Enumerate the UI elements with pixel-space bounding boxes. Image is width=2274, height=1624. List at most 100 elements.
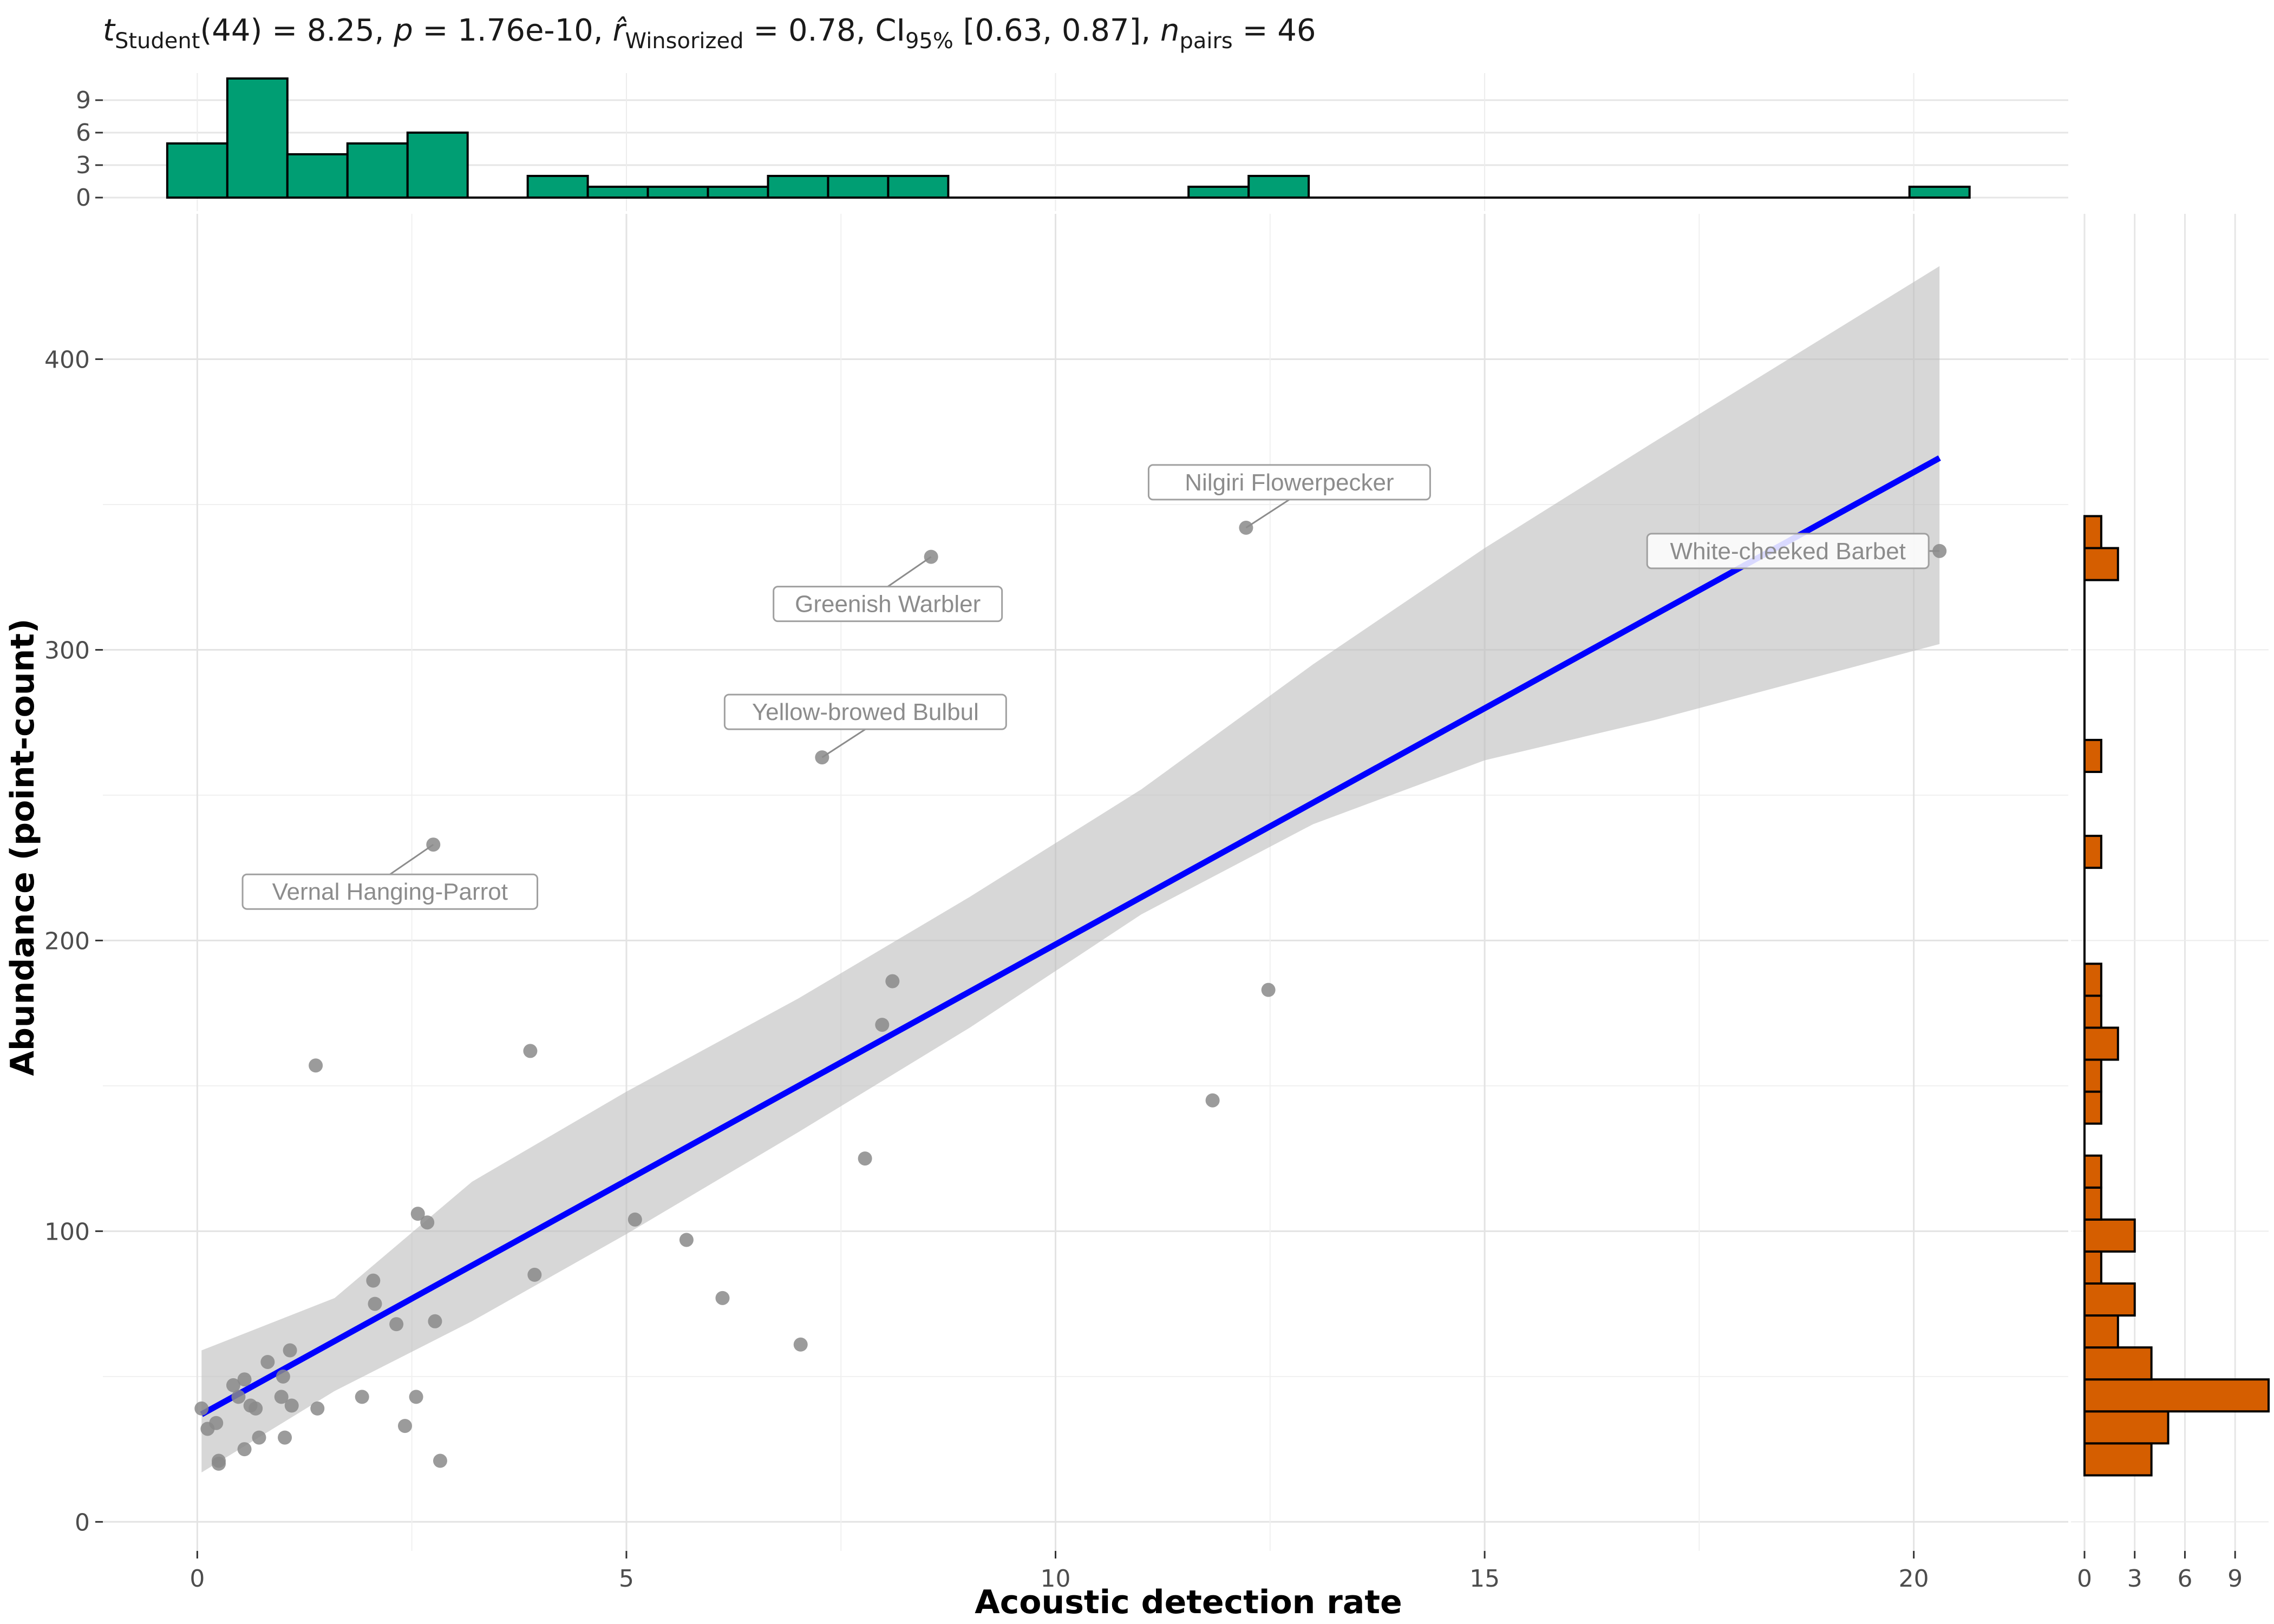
top-hist-bar — [646, 186, 709, 199]
ci-band-group — [201, 266, 1940, 1473]
y-axis-title: Abundance (point-count) — [4, 619, 42, 1076]
right-hist-bar — [2083, 1218, 2136, 1253]
data-point — [397, 1419, 412, 1433]
top-hist-bar — [767, 175, 829, 199]
y-tick-label: 400 — [44, 346, 90, 374]
data-point — [276, 1369, 290, 1384]
data-point — [1205, 1093, 1220, 1108]
data-point — [249, 1401, 263, 1416]
subtitle-n-sub: pairs — [1179, 29, 1232, 54]
data-point — [679, 1233, 694, 1247]
x-tick-label: 15 — [1469, 1565, 1500, 1593]
y-tick-label: 300 — [44, 637, 90, 664]
right-hist-bar — [2083, 1378, 2270, 1413]
top-hist-bar — [1187, 186, 1250, 199]
right-hist-bar — [2083, 994, 2102, 1029]
right-hist-bar — [2083, 835, 2102, 869]
right-hist-bar — [2083, 1250, 2102, 1285]
data-point — [527, 1267, 542, 1282]
top-hist-bar — [286, 153, 349, 199]
right-histogram-axis: 0 3 6 9 — [2077, 1551, 2243, 1593]
data-point — [368, 1296, 382, 1311]
label-box — [241, 873, 539, 910]
label-box — [1147, 464, 1431, 501]
point-label: Nilgiri Flowerpecker — [1185, 469, 1394, 496]
data-point — [875, 1018, 890, 1032]
top-hist-bar — [586, 186, 649, 199]
label-connector — [1245, 499, 1290, 529]
right-hist-bar — [2083, 1282, 2136, 1317]
data-point — [194, 1401, 209, 1416]
data-point — [885, 974, 900, 988]
top-hist-bar — [226, 77, 289, 199]
subtitle-t-sub: Student — [115, 29, 200, 54]
right-hist-bar — [2083, 1154, 2102, 1189]
subtitle-n-symbol: n — [1160, 13, 1180, 48]
right-hist-bar — [2083, 1314, 2119, 1349]
right-hist-bar — [2083, 1026, 2119, 1061]
chart-subtitle: tStudent(44) = 8.25, p = 1.76e-10, r̂Win… — [103, 13, 1316, 54]
subtitle-r-value: = 0.78, CI — [744, 13, 905, 48]
data-point — [389, 1317, 404, 1332]
data-point — [284, 1398, 299, 1413]
top-hist-bar — [166, 142, 228, 199]
label-connector — [887, 556, 932, 587]
top-hist-bar — [827, 175, 890, 199]
top-hist-tick-label: 6 — [76, 119, 91, 147]
top-histogram — [166, 77, 1971, 199]
confidence-band — [201, 266, 1940, 1473]
top-hist-tick-label: 9 — [76, 87, 91, 114]
data-point — [715, 1291, 730, 1305]
data-point — [793, 1337, 808, 1352]
data-point — [420, 1215, 435, 1230]
subtitle-p-symbol: p — [393, 13, 413, 48]
top-hist-bar — [1247, 175, 1310, 199]
y-tick-label: 100 — [44, 1218, 90, 1246]
right-hist-tick-label: 3 — [2127, 1565, 2142, 1593]
x-tick-label: 10 — [1041, 1565, 1071, 1593]
top-hist-bar — [707, 186, 769, 199]
right-hist-bar — [2083, 1346, 2153, 1381]
right-hist-bar — [2083, 1058, 2102, 1093]
top-hist-bar — [406, 132, 469, 199]
right-hist-bar — [2083, 1090, 2102, 1125]
right-hist-bar — [2083, 515, 2102, 549]
top-hist-bar — [887, 175, 950, 199]
label-box — [773, 586, 1003, 623]
fit-line-group — [200, 455, 1941, 1417]
y-tick-label: 200 — [44, 927, 90, 955]
x-tick-label: 0 — [190, 1565, 205, 1593]
right-hist-tick-label: 6 — [2177, 1565, 2192, 1593]
data-point — [1261, 983, 1276, 997]
data-point — [523, 1044, 538, 1058]
data-point — [309, 1058, 323, 1073]
data-point — [260, 1354, 275, 1369]
right-hist-bar — [2083, 1410, 2170, 1445]
right-hist-bar — [2083, 547, 2119, 581]
top-hist-bar — [346, 142, 409, 199]
data-point — [209, 1416, 224, 1430]
top-histogram-axis: 0 3 6 9 — [76, 87, 103, 212]
data-point — [237, 1442, 252, 1457]
subtitle-ci-value: [0.63, 0.87], — [953, 13, 1160, 48]
data-point — [252, 1430, 266, 1445]
point-label: Vernal Hanging-Parrot — [272, 879, 508, 905]
label-connector — [389, 843, 434, 875]
subtitle-n-value: = 46 — [1233, 13, 1316, 48]
label-box — [1646, 533, 1930, 569]
points-group — [194, 520, 1947, 1471]
x-tick-label: 20 — [1899, 1565, 1929, 1593]
data-point — [274, 1390, 289, 1404]
point-labels-group: Vernal Hanging-Parrot Yellow-browed Bulbu… — [241, 464, 1940, 910]
top-hist-tick-label: 3 — [76, 152, 91, 179]
x-tick-label: 5 — [619, 1565, 634, 1593]
regression-line — [200, 455, 1941, 1417]
data-point — [409, 1390, 423, 1404]
data-point — [410, 1207, 425, 1221]
point-label: Yellow-browed Bulbul — [752, 699, 979, 725]
data-point — [237, 1372, 252, 1387]
right-hist-bar — [2083, 1186, 2102, 1221]
right-hist-tick-label: 9 — [2227, 1565, 2243, 1593]
